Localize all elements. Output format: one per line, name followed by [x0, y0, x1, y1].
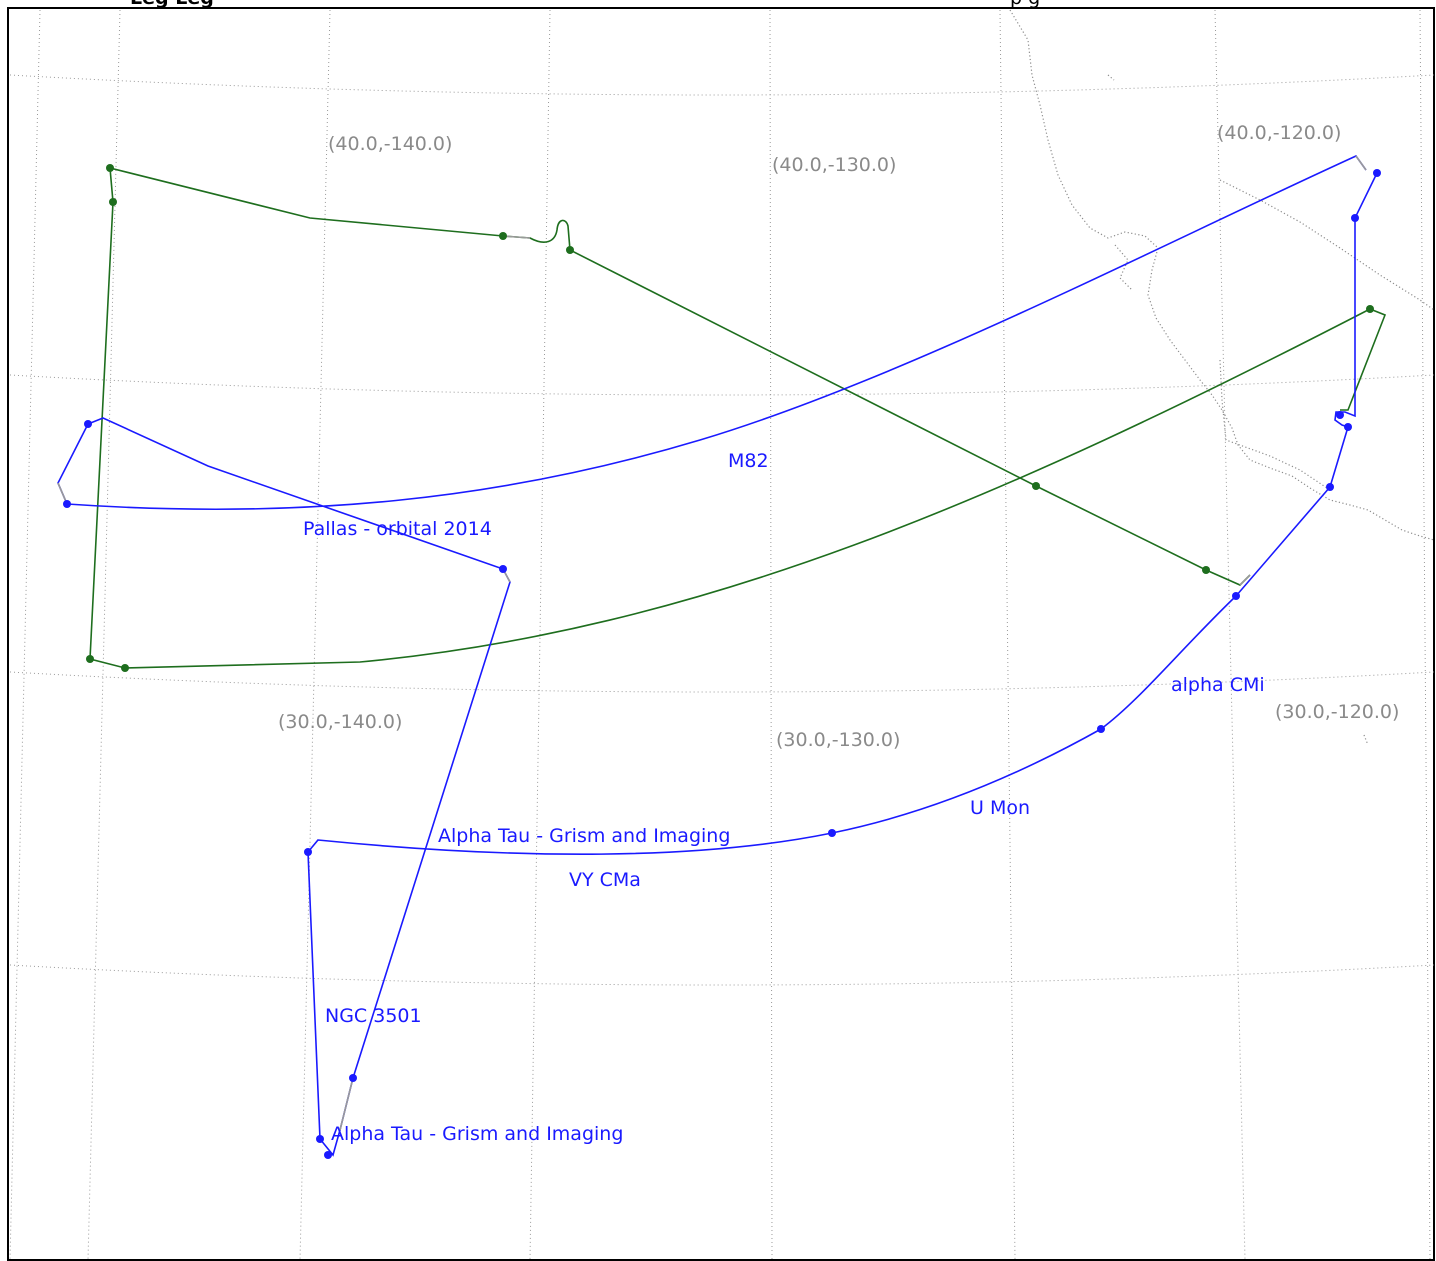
target-label-m82[interactable]: M82: [728, 450, 769, 472]
island-path: [1114, 244, 1133, 291]
waypoint[interactable]: [1351, 214, 1359, 222]
map-frame: [7, 7, 1435, 1261]
waypoint[interactable]: [1326, 483, 1334, 491]
flight-path-green-outer[interactable]: [89, 167, 1387, 669]
waypoint[interactable]: [86, 655, 94, 663]
waypoint[interactable]: [324, 1151, 332, 1159]
waypoint[interactable]: [1336, 411, 1344, 419]
flight-path-green-inner[interactable]: [109, 167, 1251, 586]
flight-track-blue[interactable]: [57, 154, 1381, 1159]
grid-label-30-130: (30.0,-130.0): [776, 729, 900, 751]
meridian-line: [9, 9, 41, 1261]
meridian-line: [299, 9, 331, 1261]
meridian-line: [1214, 9, 1246, 1261]
waypoint[interactable]: [121, 664, 129, 672]
target-label-vy-cma[interactable]: VY CMa: [569, 869, 641, 891]
meridian-line: [769, 9, 773, 1261]
meridian-line: [529, 9, 551, 1261]
waypoint[interactable]: [1232, 592, 1240, 600]
parallel-line: [9, 671, 1435, 693]
target-label-alpha-tau-2[interactable]: Alpha Tau - Grism and Imaging: [331, 1123, 623, 1145]
flight-path-blue[interactable]: [57, 154, 1378, 1157]
waypoint[interactable]: [566, 246, 574, 254]
waypoint[interactable]: [1373, 169, 1381, 177]
grid-label-40-140: (40.0,-140.0): [328, 133, 452, 155]
coastline: [1009, 9, 1435, 746]
target-label-alpha-tau-1[interactable]: Alpha Tau - Grism and Imaging: [438, 825, 730, 847]
waypoint[interactable]: [1344, 423, 1352, 431]
meridian-line: [999, 9, 1016, 1261]
target-label-u-mon[interactable]: U Mon: [970, 797, 1030, 819]
waypoint[interactable]: [84, 420, 92, 428]
border-path: [1219, 179, 1435, 311]
waypoint[interactable]: [1366, 305, 1374, 313]
flight-track-green[interactable]: [86, 164, 1387, 672]
waypoint[interactable]: [109, 198, 117, 206]
waypoint[interactable]: [499, 565, 507, 573]
grid-label-30-120: (30.0,-120.0): [1275, 701, 1399, 723]
waypoint[interactable]: [499, 232, 507, 240]
grid-label-40-130: (40.0,-130.0): [772, 154, 896, 176]
grid-label-30-140: (30.0,-140.0): [278, 711, 402, 733]
grid-label-40-120: (40.0,-120.0): [1217, 122, 1341, 144]
header-caption-left: Leg Leg: [130, 0, 214, 9]
waypoint[interactable]: [106, 164, 114, 172]
transit-leg: [57, 155, 1367, 1131]
parallel-line: [9, 74, 1435, 96]
target-label-alpha-cmi[interactable]: alpha CMi: [1171, 674, 1265, 696]
meridian-line: [1419, 9, 1431, 1261]
border-path: [1219, 359, 1331, 491]
waypoint[interactable]: [1202, 566, 1210, 574]
waypoint[interactable]: [349, 1074, 357, 1082]
waypoint[interactable]: [828, 829, 836, 837]
header-caption-right: p g: [1010, 0, 1040, 9]
parallel-line: [9, 964, 1435, 986]
target-label-ngc-3501[interactable]: NGC 3501: [325, 1005, 422, 1027]
parallel-line: [9, 374, 1435, 396]
waypoint[interactable]: [1097, 725, 1105, 733]
waypoint[interactable]: [316, 1135, 324, 1143]
waypoint[interactable]: [1032, 482, 1040, 490]
transit-leg: [502, 235, 531, 239]
coastline-path: [1009, 9, 1435, 541]
meridian-line: [87, 9, 121, 1261]
waypoint[interactable]: [304, 848, 312, 856]
graticule: [9, 9, 1435, 1261]
island-path: [1107, 74, 1369, 746]
target-label-pallas[interactable]: Pallas - orbital 2014: [303, 518, 492, 540]
waypoint[interactable]: [63, 500, 71, 508]
